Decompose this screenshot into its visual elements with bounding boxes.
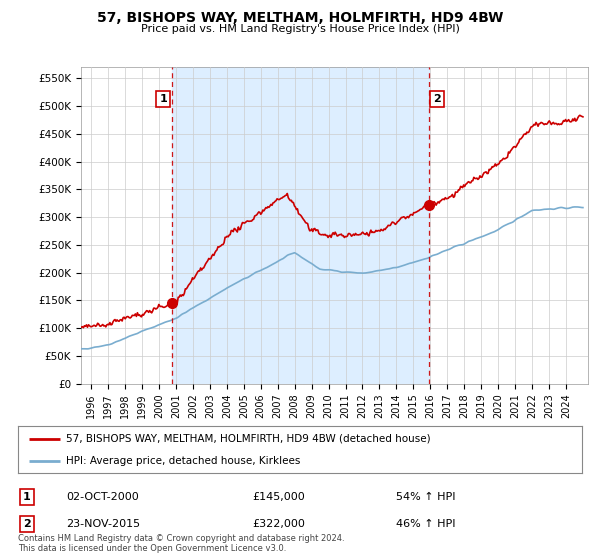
Text: 57, BISHOPS WAY, MELTHAM, HOLMFIRTH, HD9 4BW: 57, BISHOPS WAY, MELTHAM, HOLMFIRTH, HD9… bbox=[97, 11, 503, 25]
Text: HPI: Average price, detached house, Kirklees: HPI: Average price, detached house, Kirk… bbox=[66, 456, 301, 466]
Bar bbox=[172, 67, 428, 384]
Text: 57, BISHOPS WAY, MELTHAM, HOLMFIRTH, HD9 4BW (detached house): 57, BISHOPS WAY, MELTHAM, HOLMFIRTH, HD9… bbox=[66, 434, 431, 444]
Text: 2: 2 bbox=[433, 94, 441, 104]
Text: 54% ↑ HPI: 54% ↑ HPI bbox=[396, 492, 455, 502]
Text: 23-NOV-2015: 23-NOV-2015 bbox=[66, 519, 140, 529]
Text: Price paid vs. HM Land Registry's House Price Index (HPI): Price paid vs. HM Land Registry's House … bbox=[140, 24, 460, 34]
Text: 2: 2 bbox=[23, 519, 31, 529]
Text: £322,000: £322,000 bbox=[252, 519, 305, 529]
Text: 02-OCT-2000: 02-OCT-2000 bbox=[66, 492, 139, 502]
Text: 1: 1 bbox=[160, 94, 167, 104]
Text: 46% ↑ HPI: 46% ↑ HPI bbox=[396, 519, 455, 529]
Text: Contains HM Land Registry data © Crown copyright and database right 2024.
This d: Contains HM Land Registry data © Crown c… bbox=[18, 534, 344, 553]
Text: 1: 1 bbox=[23, 492, 31, 502]
Text: £145,000: £145,000 bbox=[252, 492, 305, 502]
